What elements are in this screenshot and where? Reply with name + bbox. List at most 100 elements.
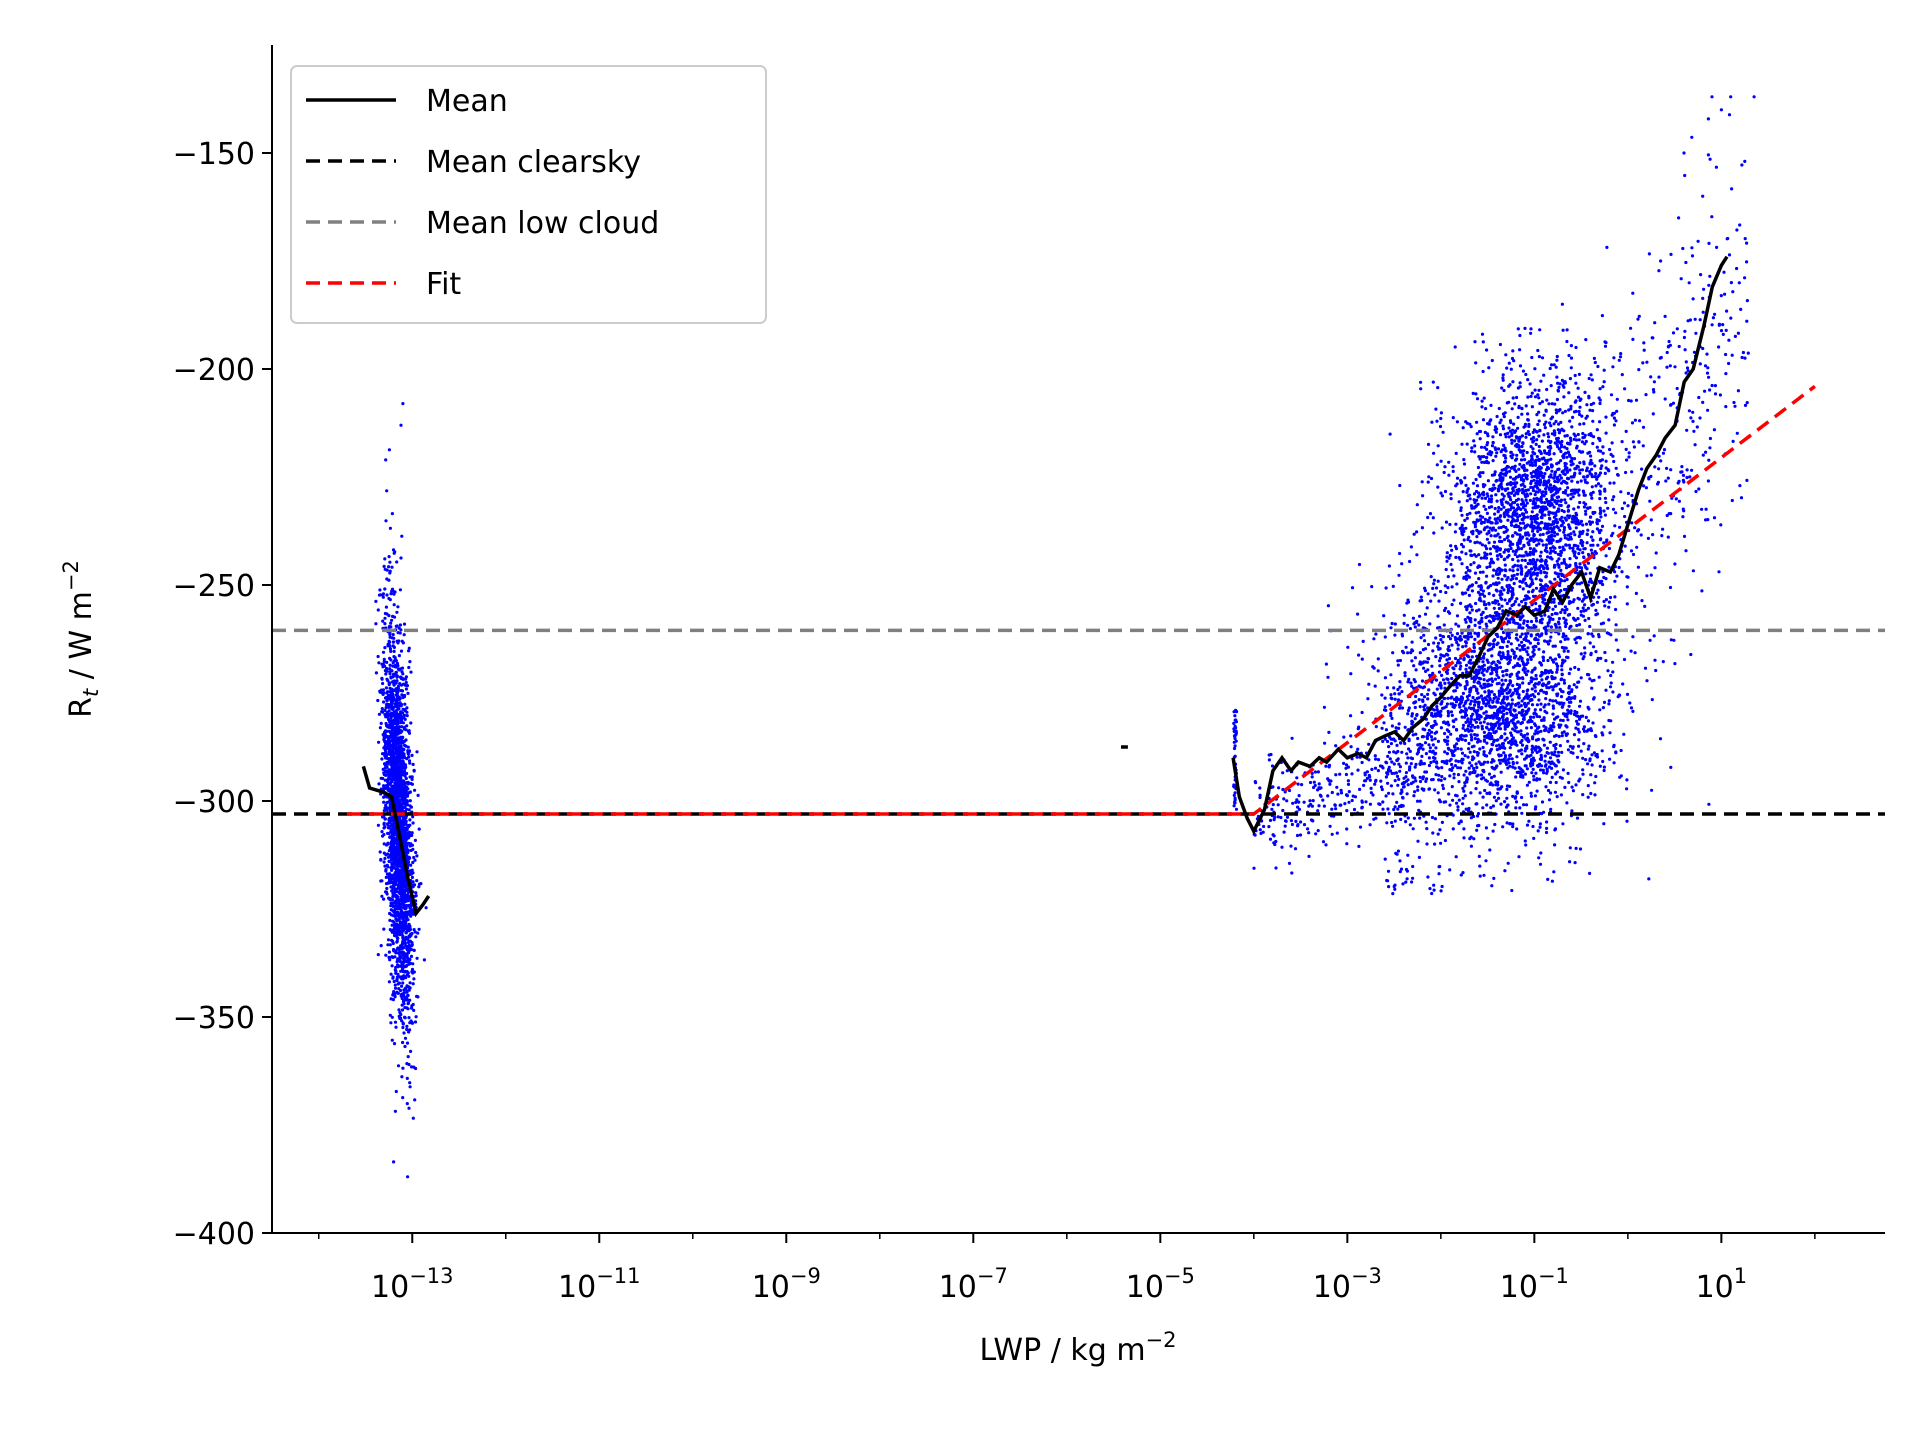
scatter-point — [1568, 377, 1572, 381]
scatter-point — [1682, 534, 1687, 539]
scatter-point — [1504, 466, 1508, 470]
scatter-point — [1536, 393, 1540, 397]
scatter-point — [1651, 412, 1655, 416]
scatter-point — [1633, 526, 1637, 530]
scatter-point — [1537, 698, 1541, 702]
scatter-point — [1297, 800, 1301, 804]
scatter-point — [1419, 595, 1423, 599]
scatter-point — [1552, 870, 1556, 874]
scatter-point — [1471, 695, 1475, 700]
scatter-point — [1268, 837, 1273, 841]
scatter-point — [1466, 724, 1470, 728]
scatter-point — [389, 676, 393, 680]
scatter-point — [1710, 323, 1714, 327]
scatter-point — [1534, 586, 1539, 590]
scatter-point — [386, 865, 390, 869]
scatter-point — [1496, 791, 1500, 795]
scatter-point — [382, 842, 386, 846]
scatter-point — [1496, 557, 1500, 561]
scatter-point — [388, 835, 392, 839]
scatter-point — [1423, 612, 1428, 616]
scatter-point — [1502, 443, 1506, 447]
scatter-point — [410, 875, 414, 880]
scatter-point — [1390, 621, 1394, 626]
scatter-point — [389, 621, 393, 625]
scatter-point — [1557, 617, 1561, 621]
scatter-point — [400, 666, 405, 670]
scatter-point — [397, 740, 401, 744]
scatter-point — [1407, 747, 1411, 751]
scatter-point — [1567, 353, 1571, 358]
scatter-point — [407, 1106, 411, 1110]
scatter-point — [394, 1089, 398, 1094]
scatter-point — [1525, 767, 1529, 771]
scatter-point — [405, 915, 409, 920]
scatter-point — [1622, 732, 1626, 736]
scatter-point — [1743, 276, 1747, 280]
scatter-point — [1445, 702, 1449, 706]
scatter-point — [1648, 638, 1652, 642]
scatter-point — [1464, 667, 1468, 671]
scatter-point — [1553, 604, 1558, 609]
scatter-point — [1485, 624, 1489, 628]
scatter-point — [1443, 777, 1447, 781]
scatter-point — [403, 889, 407, 894]
scatter-point — [1503, 636, 1508, 640]
scatter-point — [1462, 462, 1467, 466]
scatter-point — [414, 935, 418, 939]
scatter-point — [1529, 715, 1533, 719]
scatter-point — [1426, 642, 1431, 647]
scatter-point — [1468, 837, 1472, 841]
scatter-point — [1555, 524, 1559, 529]
scatter-point — [1411, 864, 1415, 869]
scatter-point — [1707, 241, 1711, 245]
scatter-point — [1532, 478, 1536, 482]
scatter-point — [1613, 524, 1617, 528]
scatter-point — [1528, 562, 1532, 566]
scatter-point — [1429, 599, 1433, 603]
scatter-point — [391, 633, 395, 637]
scatter-point — [1536, 529, 1540, 534]
scatter-point — [1566, 486, 1570, 490]
scatter-point — [1509, 578, 1513, 582]
scatter-point — [1544, 697, 1548, 701]
scatter-point — [407, 949, 411, 953]
scatter-point — [399, 710, 403, 714]
scatter-point — [1396, 659, 1400, 663]
scatter-point — [1581, 606, 1585, 610]
scatter-point — [1569, 459, 1573, 463]
scatter-point — [1428, 746, 1432, 750]
scatter-point — [395, 711, 399, 716]
scatter-point — [1499, 753, 1503, 758]
scatter-point — [376, 698, 380, 703]
scatter-point — [400, 725, 404, 729]
scatter-point — [384, 890, 388, 894]
scatter-point — [1495, 582, 1499, 587]
scatter-point — [390, 868, 394, 873]
scatter-point — [381, 665, 385, 669]
scatter-point — [406, 1175, 410, 1179]
scatter-point — [1473, 340, 1477, 344]
scatter-point — [386, 780, 390, 784]
scatter-point — [392, 720, 396, 724]
scatter-point — [1290, 871, 1294, 875]
scatter-point — [1717, 323, 1721, 327]
scatter-point — [389, 829, 393, 834]
scatter-point — [1669, 252, 1673, 256]
scatter-point — [1564, 489, 1568, 493]
scatter-point — [1689, 652, 1693, 657]
scatter-point — [1712, 516, 1717, 520]
scatter-point — [1543, 759, 1547, 763]
scatter-point — [1562, 616, 1566, 620]
scatter-point — [1530, 510, 1534, 514]
scatter-point — [384, 458, 388, 462]
scatter-point — [392, 865, 396, 870]
scatter-point — [1537, 388, 1541, 392]
scatter-point — [388, 816, 392, 820]
scatter-point — [1608, 447, 1612, 452]
scatter-point — [1484, 859, 1488, 863]
scatter-point — [1684, 371, 1688, 375]
scatter-point — [1502, 701, 1506, 705]
scatter-point — [403, 975, 407, 979]
scatter-point — [1462, 789, 1466, 793]
